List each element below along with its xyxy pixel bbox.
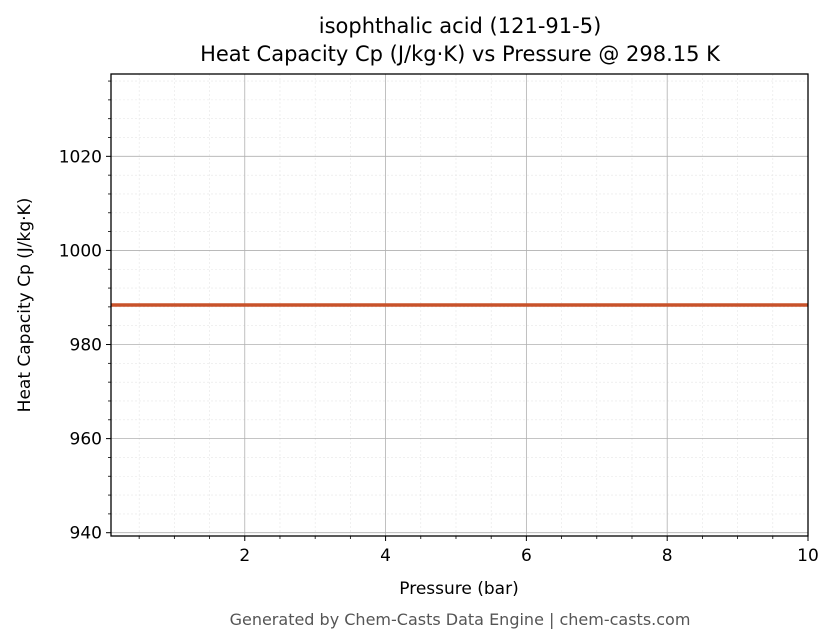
y-tick-label: 1020 xyxy=(59,147,102,167)
plot-frame xyxy=(110,73,809,537)
y-ticks: 940 960 980 1000 1020 xyxy=(59,80,111,544)
y-tick-label: 960 xyxy=(70,430,102,450)
x-tick-label: 8 xyxy=(662,546,673,566)
x-tick-label: 10 xyxy=(797,546,819,566)
chart-subtitle: Heat Capacity Cp (J/kg·K) vs Pressure @ … xyxy=(200,42,721,66)
footer-credit: Generated by Chem-Casts Data Engine | ch… xyxy=(230,610,691,629)
y-tick-label: 940 xyxy=(70,524,102,544)
x-tick-label: 6 xyxy=(521,546,532,566)
y-axis-label: Heat Capacity Cp (J/kg·K) xyxy=(15,198,35,413)
x-tick-label: 4 xyxy=(380,546,391,566)
minor-grid xyxy=(111,74,808,536)
chart-title: isophthalic acid (121-91-5) xyxy=(319,14,602,38)
x-axis-label: Pressure (bar) xyxy=(399,579,518,599)
x-ticks: 2 4 6 8 10 xyxy=(138,536,819,566)
y-tick-label: 1000 xyxy=(59,241,102,261)
x-tick-label: 2 xyxy=(239,546,250,566)
y-tick-label: 980 xyxy=(70,336,102,356)
